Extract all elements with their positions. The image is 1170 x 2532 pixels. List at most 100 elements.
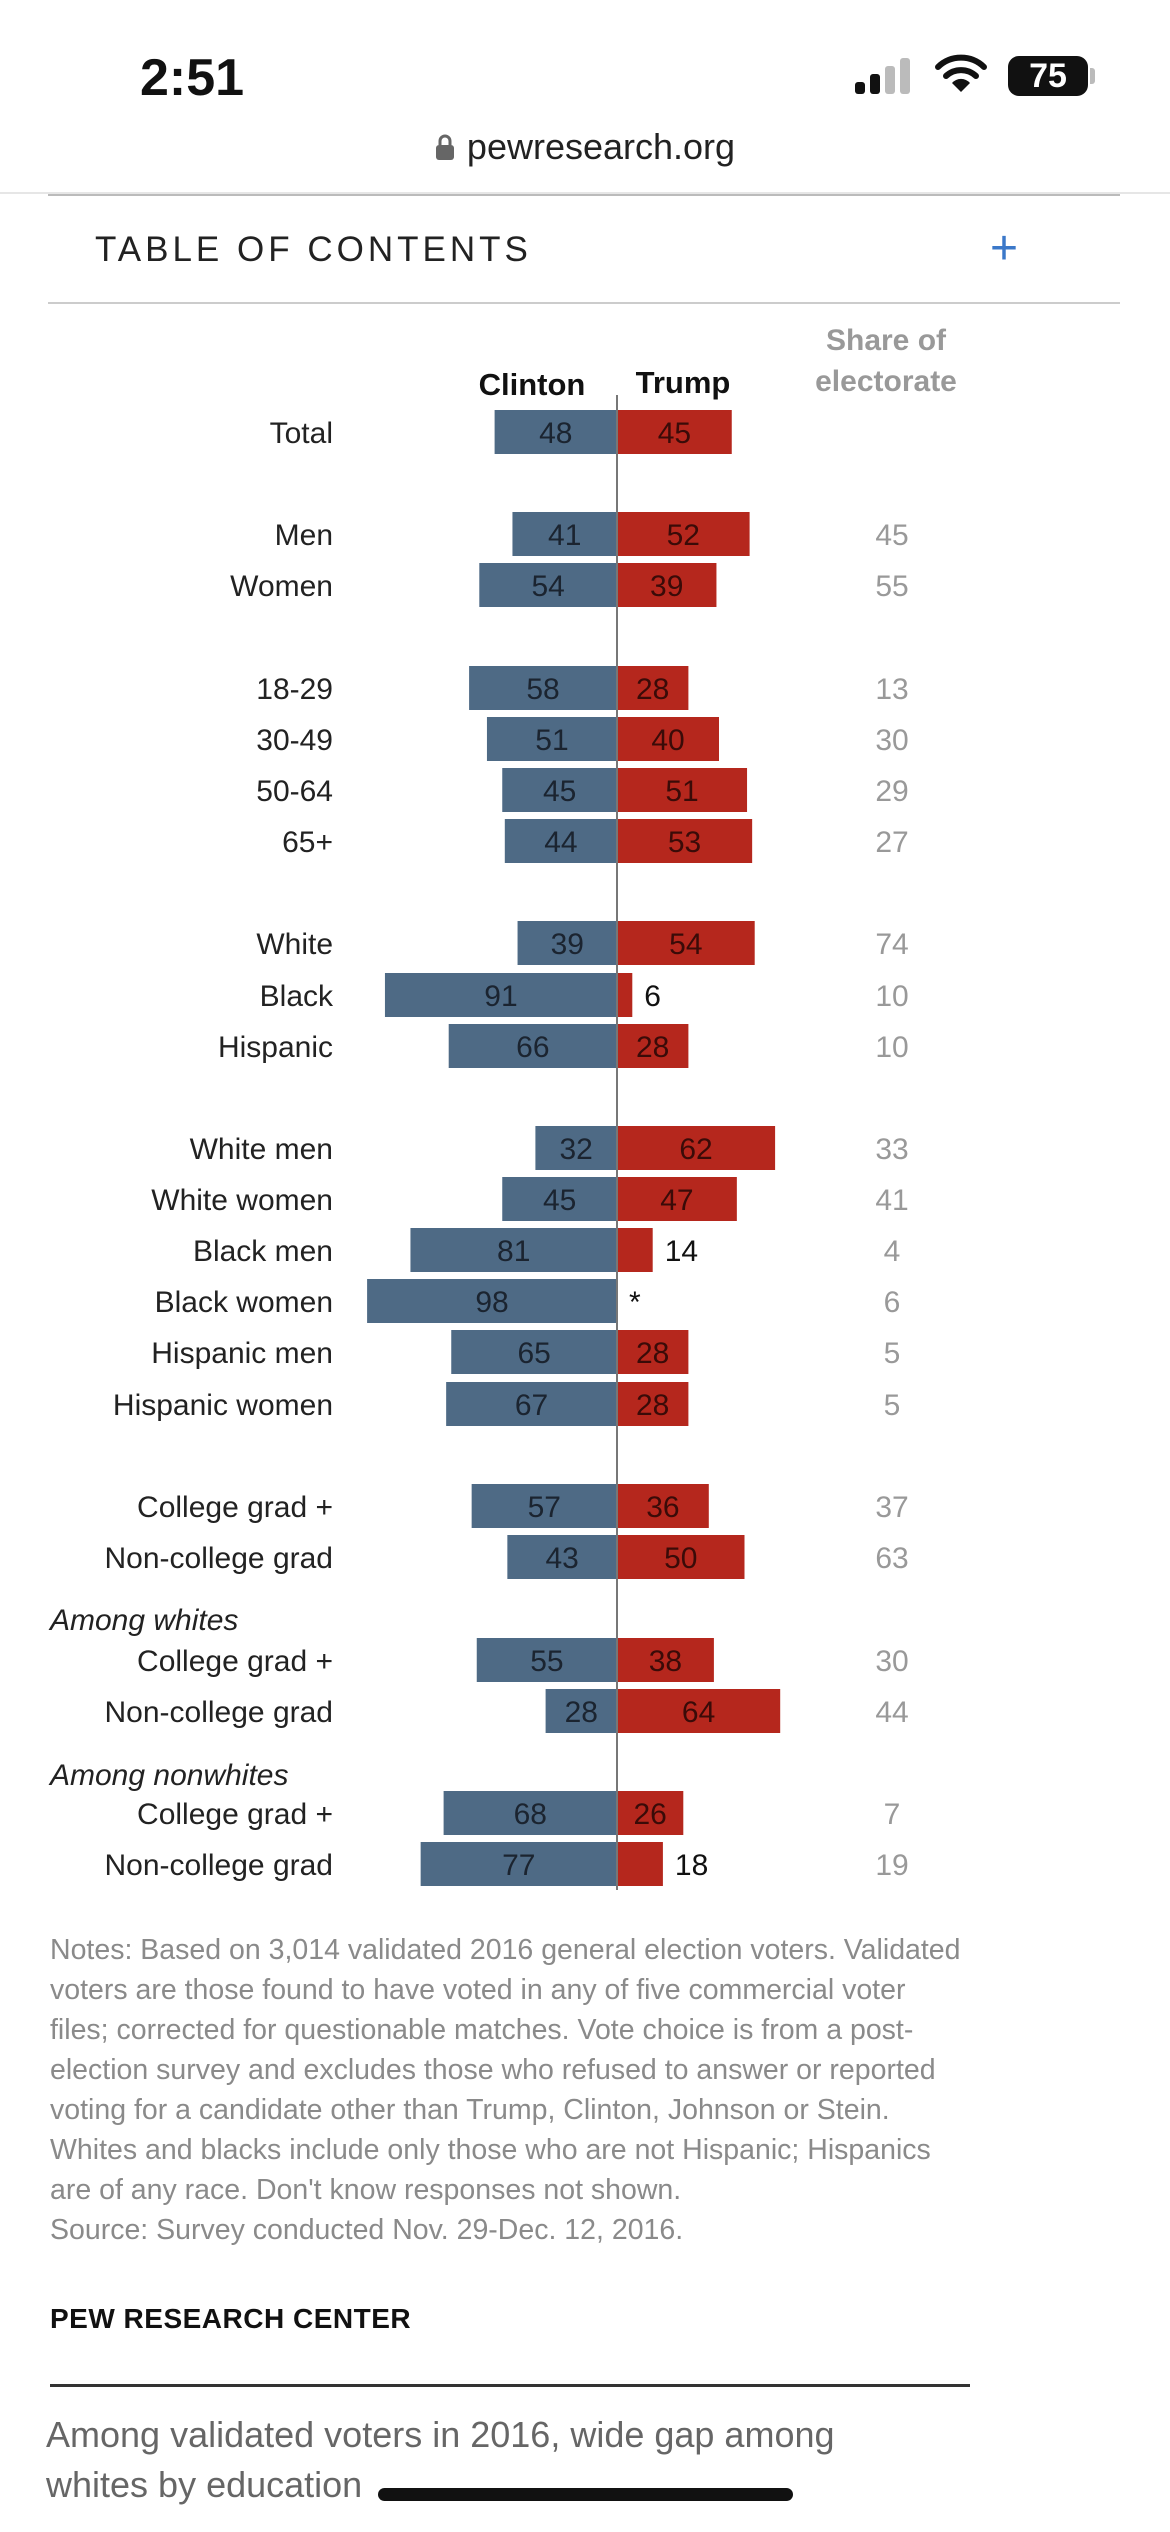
row-label: White women xyxy=(151,1184,333,1217)
status-time: 2:51 xyxy=(140,49,245,107)
share-value: 6 xyxy=(884,1286,901,1319)
row-label: 18-29 xyxy=(256,673,333,706)
next-section-title[interactable]: Among validated voters in 2016, wide gap… xyxy=(46,2414,835,2505)
clinton-value: 77 xyxy=(502,1849,535,1882)
clinton-value: 48 xyxy=(539,417,572,450)
header-share-line2: electorate xyxy=(815,365,957,398)
trump-value: 51 xyxy=(665,775,698,808)
trump-value: 28 xyxy=(636,673,669,706)
clinton-value: 51 xyxy=(535,724,568,757)
trump-value: 28 xyxy=(636,1337,669,1370)
table-of-contents-toggle[interactable]: TABLE OF CONTENTS xyxy=(95,230,532,269)
trump-bar xyxy=(617,768,748,812)
wifi-icon xyxy=(935,54,987,92)
notes-text: Notes: Based on 3,014 validated 2016 gen… xyxy=(50,1934,961,2206)
clinton-value: 55 xyxy=(530,1645,563,1678)
clinton-value: 58 xyxy=(526,673,559,706)
share-value: 19 xyxy=(875,1849,908,1882)
header-clinton: Clinton xyxy=(479,367,586,402)
clinton-value: 66 xyxy=(516,1031,549,1064)
expand-plus-icon[interactable]: + xyxy=(990,222,1019,275)
clinton-bar xyxy=(486,717,617,761)
chart-notes: Notes: Based on 3,014 validated 2016 gen… xyxy=(50,1930,970,2250)
clinton-value: 45 xyxy=(543,775,576,808)
clinton-bar xyxy=(507,1535,617,1579)
pew-credit: PEW RESEARCH CENTER xyxy=(50,2303,412,2334)
trump-bar xyxy=(617,1024,689,1068)
trump-value: 50 xyxy=(664,1542,697,1575)
row-label: White men xyxy=(190,1133,333,1166)
trump-value: 47 xyxy=(660,1184,693,1217)
row-label: 50-64 xyxy=(256,775,333,808)
row-label: Black men xyxy=(193,1235,333,1268)
share-value: 41 xyxy=(875,1184,908,1217)
clinton-value: 44 xyxy=(544,826,577,859)
trump-bar xyxy=(617,1535,745,1579)
trump-bar xyxy=(617,819,753,863)
row-label: Hispanic xyxy=(218,1031,333,1064)
url-text: pewresearch.org xyxy=(466,126,736,167)
row-label: Total xyxy=(270,417,333,450)
trump-value: 6 xyxy=(644,980,661,1013)
clinton-bar xyxy=(448,1024,617,1068)
share-value: 5 xyxy=(884,1337,901,1370)
trump-bar xyxy=(617,1126,776,1170)
trump-bar xyxy=(617,1484,709,1528)
row-label: Black women xyxy=(155,1286,333,1319)
battery-indicator: 75 xyxy=(1008,56,1088,96)
clinton-value: 45 xyxy=(543,1184,576,1217)
clinton-bar xyxy=(535,1126,617,1170)
header-share-line1: Share of xyxy=(826,324,947,357)
clinton-bar xyxy=(410,1228,617,1272)
clinton-bar xyxy=(471,1484,617,1528)
trump-value: 18 xyxy=(675,1849,708,1882)
share-value: 29 xyxy=(875,775,908,808)
row-label: 65+ xyxy=(282,826,333,859)
trump-value: 36 xyxy=(646,1491,679,1524)
group-heading: Among whites xyxy=(48,1604,238,1637)
share-value: 30 xyxy=(875,1645,908,1678)
share-value: 5 xyxy=(884,1389,901,1422)
row-label: College grad + xyxy=(137,1491,333,1524)
election-chart: Clinton Trump Share of electorate Total 4… xyxy=(48,324,957,1890)
battery-nub xyxy=(1090,68,1095,84)
clinton-value: 65 xyxy=(517,1337,550,1370)
clinton-value: 98 xyxy=(475,1286,508,1319)
clinton-value: 67 xyxy=(515,1389,548,1422)
trump-value: 52 xyxy=(667,519,700,552)
trump-bar xyxy=(617,921,755,965)
trump-bar xyxy=(617,973,633,1017)
trump-value: 39 xyxy=(650,570,683,603)
trump-value: 28 xyxy=(636,1031,669,1064)
trump-value: 26 xyxy=(633,1798,666,1831)
clinton-bar xyxy=(446,1382,617,1426)
clinton-bar xyxy=(384,973,617,1017)
clinton-value: 39 xyxy=(551,928,584,961)
share-value: 45 xyxy=(875,519,908,552)
row-label: 30-49 xyxy=(256,724,333,757)
address-bar[interactable]: pewresearch.org xyxy=(0,126,1170,168)
row-label: College grad + xyxy=(137,1798,333,1831)
share-value: 27 xyxy=(875,826,908,859)
share-value: 10 xyxy=(875,1031,908,1064)
clinton-value: 41 xyxy=(548,519,581,552)
share-value: 10 xyxy=(875,980,908,1013)
clinton-bar xyxy=(504,819,617,863)
toc-bottom-divider xyxy=(48,302,1120,304)
trump-bar xyxy=(617,1330,689,1374)
clinton-bar xyxy=(517,921,617,965)
row-label: Non-college grad xyxy=(105,1542,333,1575)
clinton-value: 57 xyxy=(528,1491,561,1524)
trump-bar xyxy=(617,1689,781,1733)
header-trump: Trump xyxy=(636,365,731,400)
cellular-signal-icon xyxy=(855,58,915,94)
share-value: 74 xyxy=(875,928,908,961)
source-text: Source: Survey conducted Nov. 29-Dec. 12… xyxy=(50,2214,684,2246)
share-value: 7 xyxy=(884,1798,901,1831)
share-value: 44 xyxy=(875,1696,908,1729)
clinton-value: 28 xyxy=(565,1696,598,1729)
clinton-value: 54 xyxy=(531,570,564,603)
trump-value: 64 xyxy=(682,1696,715,1729)
trump-bar xyxy=(617,717,719,761)
row-label: Non-college grad xyxy=(105,1696,333,1729)
